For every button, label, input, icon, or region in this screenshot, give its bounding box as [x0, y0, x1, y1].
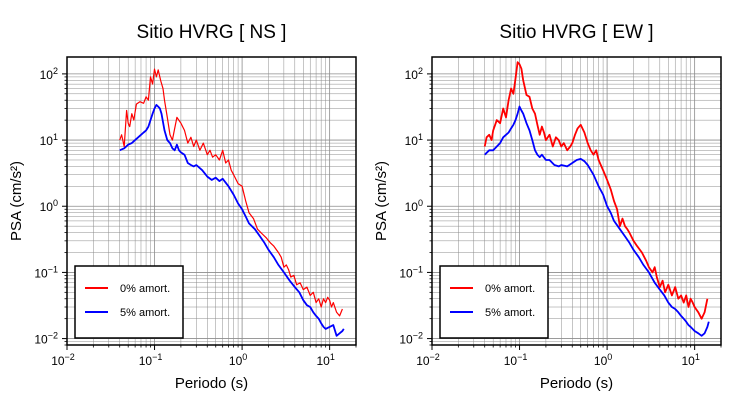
legend-box [74, 265, 184, 339]
x-tick-label: 10−1 [504, 352, 528, 368]
x-tick-label: 101 [316, 352, 334, 368]
y-axis-label: PSA (cm/s²) [373, 161, 390, 241]
legend: 0% amort. 5% amort. [74, 265, 184, 339]
x-tick-label: 100 [594, 352, 612, 368]
chart-panel-2: 10−2 10−1 100 101 10−2 10−1 100 101 102 Sitio HVR… [373, 22, 722, 392]
chart-title: Sitio HVRG [ EW ] [499, 22, 653, 43]
legend: 0% amort. 5% amort. [439, 265, 549, 339]
plot-frame [431, 56, 722, 346]
y-tick-label: 101 [40, 132, 58, 148]
legend-label: 5% amort. [485, 307, 535, 319]
series-line-undamped [119, 68, 343, 317]
grid [66, 57, 357, 346]
y-tick-label: 102 [40, 66, 58, 82]
y-tick-label: 101 [405, 132, 423, 148]
x-tick-label: 10−2 [416, 352, 440, 368]
chart-panel-1: 10−2 10−1 100 101 10−2 10−1 100 101 102 Sitio HVR… [8, 22, 357, 392]
x-tick-label: 10−1 [139, 352, 163, 368]
plot-frame [66, 56, 357, 346]
series-line-undamped [483, 61, 709, 320]
y-tick-label: 10−1 [34, 264, 58, 280]
legend-box [439, 265, 549, 339]
y-tick-label: 100 [405, 198, 423, 214]
legend-label: 5% amort. [120, 307, 170, 319]
chart-title: Sitio HVRG [ NS ] [137, 22, 287, 43]
series-line-damped [119, 104, 345, 337]
y-tick-label: 10−2 [399, 331, 423, 347]
x-tick-label: 10−2 [51, 352, 75, 368]
x-tick-label: 101 [681, 352, 699, 368]
y-tick-label: 102 [405, 66, 423, 82]
series-line-damped [484, 105, 710, 337]
y-tick-label: 10−1 [399, 264, 423, 280]
y-tick-label: 10−2 [34, 331, 58, 347]
legend-label: 0% amort. [120, 283, 170, 295]
x-axis-label: Periodo (s) [540, 375, 613, 392]
y-tick-label: 100 [40, 198, 58, 214]
x-tick-label: 100 [229, 352, 247, 368]
legend-label: 0% amort. [485, 283, 535, 295]
y-axis-label: PSA (cm/s²) [8, 161, 25, 241]
x-axis-label: Periodo (s) [175, 375, 248, 392]
